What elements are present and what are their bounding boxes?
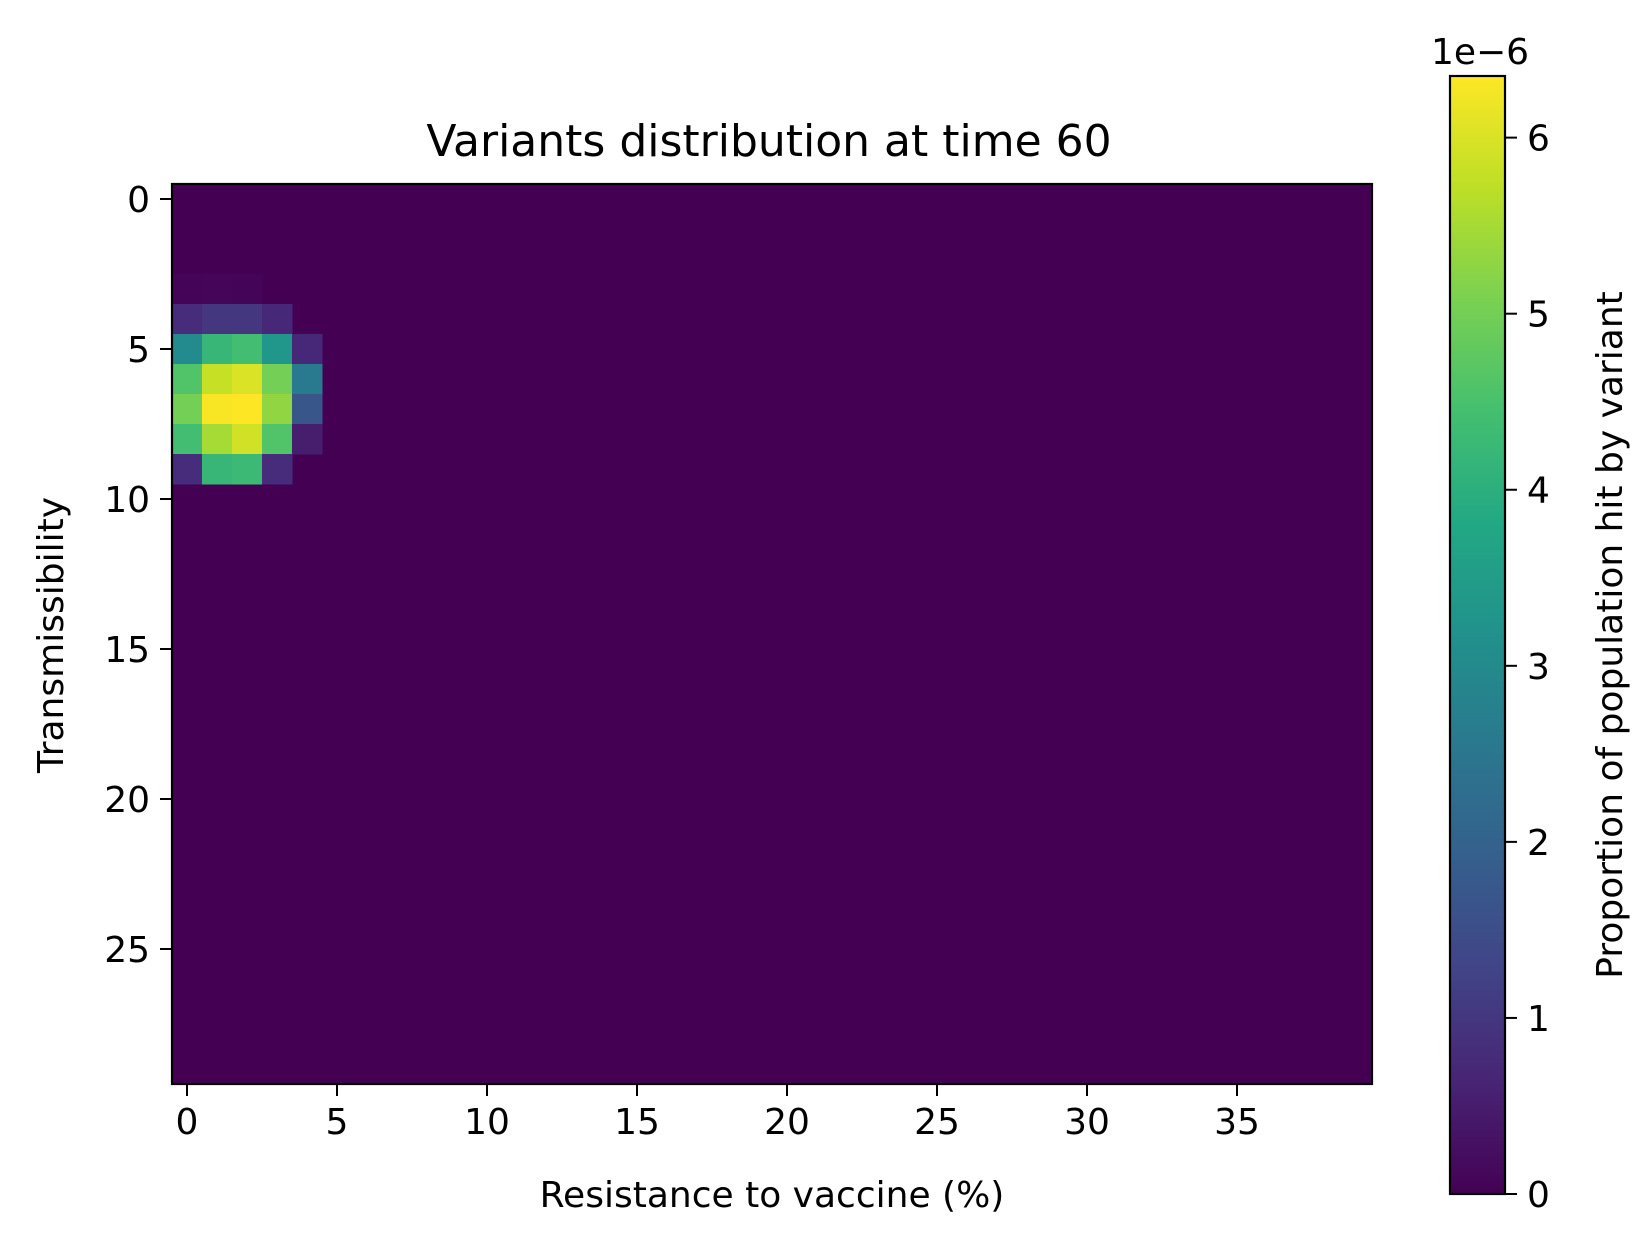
heatmap-cell (172, 364, 203, 395)
heatmap-cell (232, 454, 263, 485)
y-tick-label: 5 (127, 330, 150, 371)
heatmap-cell (262, 304, 293, 335)
heatmap-cell (292, 394, 323, 425)
x-tick-label: 30 (1064, 1102, 1110, 1143)
heatmap-cell (202, 334, 233, 365)
x-tick-label: 0 (176, 1102, 199, 1143)
x-tick-label: 10 (464, 1102, 510, 1143)
heatmap-cell (172, 274, 203, 305)
x-axis-label: Resistance to vaccine (%) (540, 1175, 1005, 1216)
colorbar-tick-label: 6 (1527, 119, 1550, 160)
heatmap-cell (202, 364, 233, 395)
heatmap-cell (232, 364, 263, 395)
y-tick-label: 10 (104, 480, 150, 521)
heatmap-cell (232, 334, 263, 365)
x-tick-label: 25 (914, 1102, 960, 1143)
heatmap-cell (262, 424, 293, 455)
heatmap-cell (202, 274, 233, 305)
heatmap-cell (172, 454, 203, 485)
colorbar-multiplier: 1e−6 (1431, 32, 1529, 73)
heatmap-cell (232, 304, 263, 335)
heatmap-cell (172, 304, 203, 335)
y-axis-label: Transmissibility (31, 497, 72, 774)
colorbar-ticks: 0 1 2 3 4 5 6 (1505, 119, 1550, 1216)
plot-area (170, 182, 1374, 1086)
chart-title: Variants distribution at time 60 (426, 116, 1111, 167)
colorbar-tick-label: 4 (1527, 471, 1550, 512)
x-tick-label: 35 (1214, 1102, 1260, 1143)
colorbar-tick-label: 1 (1527, 999, 1550, 1040)
heatmap-cell (202, 394, 233, 425)
colorbar-tick-label: 0 (1527, 1175, 1550, 1216)
heatmap-cell (202, 424, 233, 455)
heatmap-cell (232, 424, 263, 455)
x-tick-label: 15 (614, 1102, 660, 1143)
heatmap-background (172, 184, 1372, 1084)
heatmap-cell (172, 334, 203, 365)
colorbar-tick-label: 3 (1527, 647, 1550, 688)
heatmap-cell (292, 424, 323, 455)
heatmap-cell (202, 454, 233, 485)
colorbar-frame (1448, 74, 1507, 1196)
colorbar-tick-label: 5 (1527, 295, 1550, 336)
heatmap-cell (262, 454, 293, 485)
heatmap-cell (232, 274, 263, 305)
heatmap-cell (172, 394, 203, 425)
heatmap-cell (262, 334, 293, 365)
colorbar-label: Proportion of population hit by variant (1590, 291, 1631, 978)
heatmap-cell (292, 364, 323, 395)
heatmap-cell (202, 304, 233, 335)
x-tick-label: 20 (764, 1102, 810, 1143)
heatmap-cell (172, 424, 203, 455)
heatmap-cells (172, 274, 323, 485)
colorbar-gradient (1450, 76, 1505, 1194)
x-tick-label: 5 (326, 1102, 349, 1143)
plot-frame (170, 182, 1374, 1086)
colorbar-tick-label: 2 (1527, 823, 1550, 864)
y-tick-label: 20 (104, 780, 150, 821)
y-tick-label: 25 (104, 930, 150, 971)
heatmap-cell (262, 394, 293, 425)
y-tick-label: 0 (127, 180, 150, 221)
colorbar: 0 1 2 3 4 5 6 1e−6 Proportion of population hi… (1431, 32, 1631, 1216)
heatmap-cell (262, 364, 293, 395)
heatmap-cell (292, 334, 323, 365)
x-axis-ticks: 0 5 10 15 20 25 30 35 (176, 1084, 1260, 1143)
y-axis-ticks: 0 5 10 15 20 25 (104, 180, 172, 971)
heatmap-cell (232, 394, 263, 425)
y-tick-label: 15 (104, 630, 150, 671)
